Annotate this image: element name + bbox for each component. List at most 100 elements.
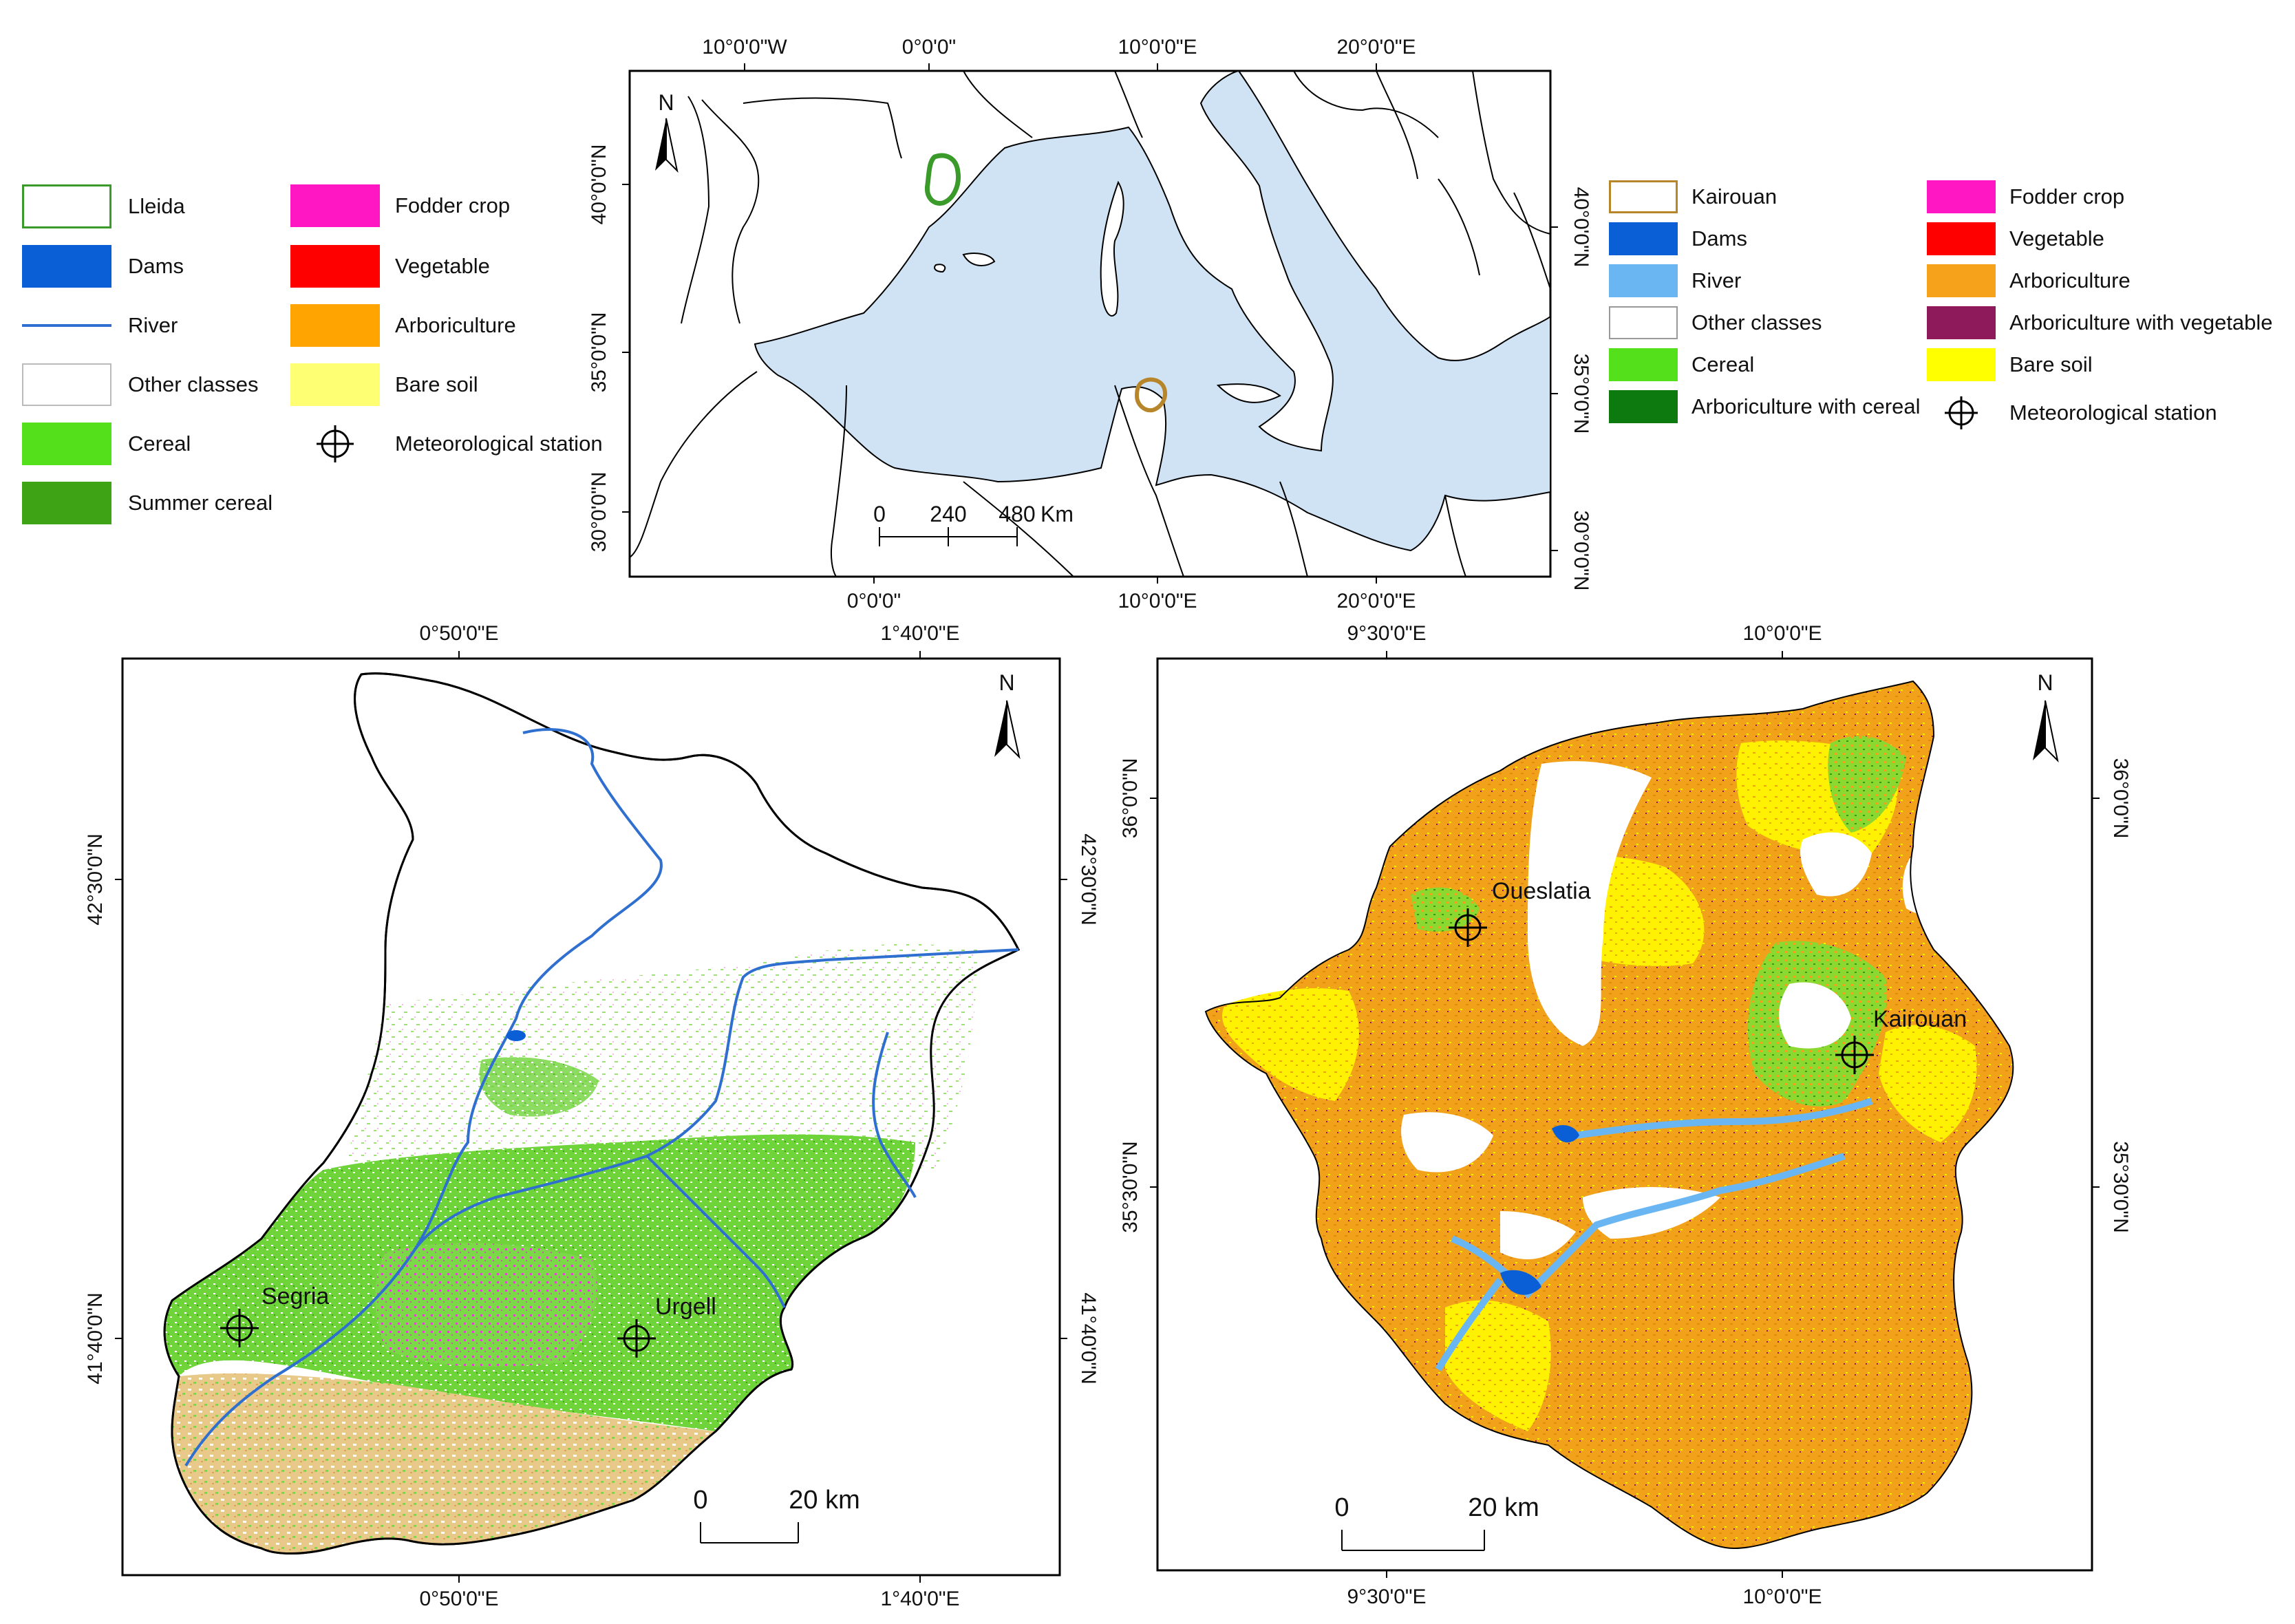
fodder-crop-swatch-icon <box>290 184 380 227</box>
legend-item-arboriculture: Arboriculture <box>1927 264 2131 297</box>
overview-bottom-tick: 10°0'0"E <box>1118 590 1197 612</box>
lleida-south-region <box>172 1373 716 1554</box>
legend-item-vegetable: Vegetable <box>1927 222 2104 255</box>
station-icon <box>290 423 380 465</box>
lleida-left-tick: 42°30'0"N <box>84 833 107 925</box>
legend-item-arboriculture-with-cereal: Arboriculture with cereal <box>1609 390 1921 423</box>
kairouan-dam-2 <box>1500 1270 1541 1295</box>
summer-cereal-swatch-icon <box>22 482 111 524</box>
station-icon <box>1927 396 1996 429</box>
other-classes-swatch-icon <box>1609 306 1678 339</box>
overview-top-tick: 0°0'0" <box>902 36 956 58</box>
kairouan-dam-1 <box>1552 1125 1579 1143</box>
legend-item-kairouan: Kairouan <box>1609 180 1777 213</box>
legend-label: Fodder crop <box>2009 184 2125 209</box>
legend-item-bare-soil: Bare soil <box>1927 348 2093 381</box>
kairouan-map <box>1150 651 2100 1578</box>
legend-label: Fodder crop <box>395 193 511 217</box>
legend-label: Lleida <box>128 194 185 218</box>
kairouan-top-tick: 9°30'0"E <box>1347 622 1426 645</box>
legend-label: Meteorological station <box>395 431 603 456</box>
legend-item-fodder-crop: Fodder crop <box>290 184 510 227</box>
lleida-right-tick: 42°30'0"N <box>1077 833 1100 925</box>
overview-bottom-tick: 0°0'0" <box>847 590 901 612</box>
cereal-swatch-icon <box>22 423 111 465</box>
kairouan-white-1 <box>1528 761 1652 1046</box>
overview-left-tick: 40°0'0"N <box>588 145 610 225</box>
legend-item-summer-cereal: Summer cereal <box>22 482 273 524</box>
corsica-sardinia <box>1100 180 1124 317</box>
overview-scale-label: 0 <box>873 502 886 526</box>
legend-item-vegetable: Vegetable <box>290 245 490 288</box>
lleida-scale-label: 0 <box>693 1486 707 1515</box>
legend-item-meteorological-station: Meteorological station <box>290 423 603 465</box>
overview-bottom-tick: 20°0'0"E <box>1336 590 1416 612</box>
station-label-urgell: Urgell <box>655 1294 716 1320</box>
overview-scale-unit: Km <box>1040 502 1074 526</box>
legend-item-bare-soil: Bare soil <box>290 363 478 406</box>
legend-item-dams: Dams <box>1609 222 1747 255</box>
overview-map <box>622 63 1558 584</box>
lleida-top-tick: 1°40'0"E <box>880 622 959 645</box>
station-label-oueslatia: Oueslatia <box>1492 878 1591 904</box>
lleida-study-area <box>924 153 961 206</box>
legend-label: Other classes <box>1691 310 1822 334</box>
arboriculture-cereal-swatch-icon <box>1609 390 1678 423</box>
kairouan-scale-label: 0 <box>1334 1493 1349 1522</box>
arboriculture-swatch-icon <box>1927 264 1996 297</box>
lleida-outline-icon <box>22 184 111 228</box>
legend-label: Arboriculture <box>2009 268 2131 292</box>
lleida-right-tick: 41°40'0"N <box>1077 1292 1100 1384</box>
kairouan-outline-icon <box>1609 180 1678 213</box>
station-label-kairouan: Kairouan <box>1873 1006 1967 1032</box>
lleida-bottom-tick: 1°40'0"E <box>880 1588 959 1610</box>
overview-right-tick: 35°0'0"N <box>1570 354 1592 434</box>
legend-item-other-classes: Other classes <box>22 363 259 406</box>
river-line-icon <box>22 304 111 347</box>
arboriculture-swatch-icon <box>290 304 380 347</box>
legend-label: Meteorological station <box>2009 400 2217 425</box>
lleida-scale-bar <box>700 1522 799 1543</box>
overview-top-tick: 20°0'0"E <box>1336 36 1416 58</box>
legend-item-cereal: Cereal <box>1609 348 1754 381</box>
legend-label: Other classes <box>128 372 259 396</box>
kairouan-bottom-tick: 9°30'0"E <box>1347 1585 1426 1608</box>
dams-swatch-icon <box>22 245 111 288</box>
lleida-bottom-tick: 0°50'0"E <box>419 1588 498 1610</box>
legend-label: Bare soil <box>395 372 478 396</box>
kairouan-north-arrow <box>2033 700 2059 763</box>
kairouan-bottom-tick: 10°0'0"E <box>1742 1585 1822 1608</box>
station-label-segria: Segria <box>261 1283 329 1310</box>
legend-label: Arboriculture <box>395 313 516 337</box>
overview-left-tick: 30°0'0"N <box>588 472 610 553</box>
lleida-north-arrow <box>994 700 1021 760</box>
lleida-north-label: N <box>999 670 1014 695</box>
kairouan-study-area <box>1134 377 1167 413</box>
legend-item-dams: Dams <box>22 245 184 288</box>
kairouan-top-tick: 10°0'0"E <box>1742 622 1822 645</box>
legend-item-lleida: Lleida <box>22 184 185 228</box>
overview-scale-label: 480 <box>999 502 1035 526</box>
kairouan-tick-marks <box>1150 651 2100 1578</box>
legend-label: Vegetable <box>2009 226 2104 250</box>
lleida-left-tick: 41°40'0"N <box>84 1292 107 1384</box>
legend-label: Arboriculture with vegetable <box>2009 310 2273 334</box>
lleida-scale-label: 20 km <box>789 1486 860 1515</box>
overview-left-tick: 35°0'0"N <box>588 312 610 393</box>
legend-item-other-classes: Other classes <box>1609 306 1822 339</box>
legend-label: Arboriculture with cereal <box>1691 394 1921 418</box>
dams-swatch-icon <box>1609 222 1678 255</box>
kairouan-scale-label: 20 km <box>1468 1493 1539 1522</box>
arboriculture-vegetable-swatch-icon <box>1927 306 1996 339</box>
bare-soil-swatch-icon <box>290 363 380 406</box>
country-borders <box>629 70 1551 577</box>
overview-top-tick: 10°0'0"E <box>1118 36 1197 58</box>
cereal-swatch-icon <box>1609 348 1678 381</box>
legend-item-arboriculture: Arboriculture <box>290 304 516 347</box>
overview-labels: 10°0'0"W 0°0'0" 10°0'0"E 20°0'0"E 0°0'0"… <box>588 36 1592 612</box>
overview-right-tick: 30°0'0"N <box>1570 511 1592 591</box>
station-icon-oueslatia <box>1449 908 1487 947</box>
fodder-crop-swatch-icon <box>1927 180 1996 213</box>
vegetable-swatch-icon <box>1927 222 1996 255</box>
legend-item-river: River <box>22 304 178 347</box>
